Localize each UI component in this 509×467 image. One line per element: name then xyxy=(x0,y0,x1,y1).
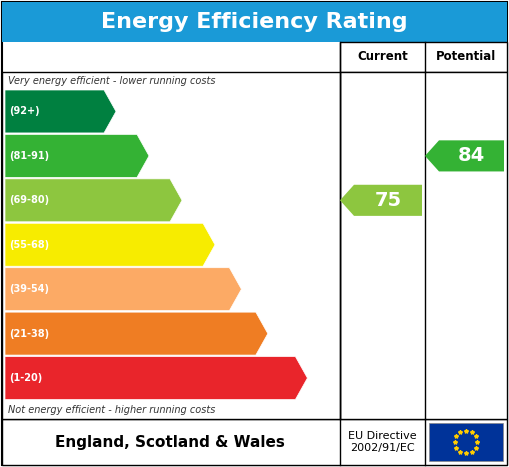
Text: (92+): (92+) xyxy=(9,106,40,116)
Polygon shape xyxy=(5,134,149,177)
Text: A: A xyxy=(117,102,131,120)
Text: Energy Efficiency Rating: Energy Efficiency Rating xyxy=(101,12,408,32)
Polygon shape xyxy=(340,185,422,216)
Text: (21-38): (21-38) xyxy=(9,329,49,339)
Polygon shape xyxy=(5,223,215,266)
Text: EU Directive
2002/91/EC: EU Directive 2002/91/EC xyxy=(348,431,417,453)
Polygon shape xyxy=(5,179,182,222)
Text: G: G xyxy=(308,369,323,387)
Text: C: C xyxy=(183,191,196,209)
Text: (1-20): (1-20) xyxy=(9,373,42,383)
Text: Very energy efficient - lower running costs: Very energy efficient - lower running co… xyxy=(8,76,215,86)
Polygon shape xyxy=(5,312,268,355)
Bar xyxy=(429,423,503,461)
Polygon shape xyxy=(5,357,307,399)
Bar xyxy=(340,72,507,419)
Text: (81-91): (81-91) xyxy=(9,151,49,161)
Text: 75: 75 xyxy=(375,191,402,210)
Bar xyxy=(2,419,507,465)
Text: Not energy efficient - higher running costs: Not energy efficient - higher running co… xyxy=(8,405,215,415)
Text: D: D xyxy=(216,236,231,254)
Text: (69-80): (69-80) xyxy=(9,195,49,205)
Polygon shape xyxy=(5,268,241,311)
Text: (39-54): (39-54) xyxy=(9,284,49,294)
Polygon shape xyxy=(425,141,504,171)
Text: England, Scotland & Wales: England, Scotland & Wales xyxy=(55,434,285,450)
Text: F: F xyxy=(269,325,281,343)
Bar xyxy=(340,42,507,72)
Text: E: E xyxy=(242,280,254,298)
Text: (55-68): (55-68) xyxy=(9,240,49,250)
Bar xyxy=(2,72,340,419)
Polygon shape xyxy=(5,90,116,133)
Text: 84: 84 xyxy=(458,146,485,165)
Text: Potential: Potential xyxy=(436,50,496,64)
Text: Current: Current xyxy=(357,50,408,64)
Bar xyxy=(2,2,507,42)
Text: B: B xyxy=(150,147,163,165)
